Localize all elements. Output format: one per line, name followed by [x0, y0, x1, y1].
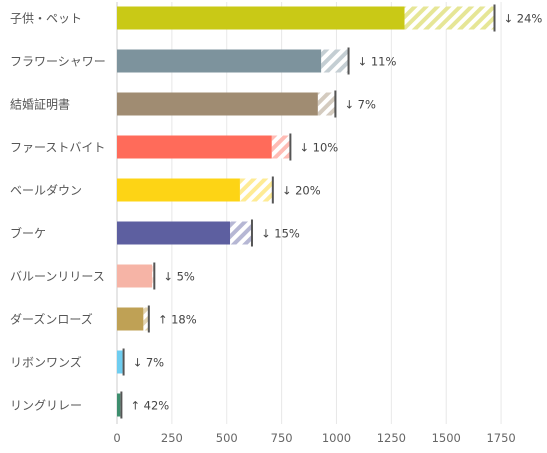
bar [117, 350, 123, 374]
x-tick-label: 1250 [377, 431, 406, 445]
category-label: 結婚証明書 [10, 98, 70, 112]
previous-value-bar [143, 307, 149, 331]
previous-value-bar [152, 264, 155, 288]
change-label: ↓ 10% [299, 141, 338, 155]
bar [117, 135, 272, 159]
category-label: リボンワンズ [10, 355, 82, 370]
change-label: ↑ 18% [158, 313, 197, 327]
category-label: 子供・ペット [10, 12, 82, 26]
previous-value-bar [230, 221, 252, 245]
x-tick-label: 0 [113, 431, 120, 445]
change-label: ↓ 7% [133, 356, 165, 370]
x-tick-label: 750 [271, 431, 293, 445]
change-label: ↓ 11% [358, 55, 397, 69]
bar [117, 264, 153, 288]
category-label: フラワーシャワー [10, 55, 106, 69]
change-label: ↑ 42% [130, 399, 169, 413]
previous-value-bar [317, 92, 336, 116]
x-tick-label: 250 [161, 431, 183, 445]
category-label: リングリレー [10, 399, 82, 413]
previous-value-bar [321, 49, 349, 73]
x-tick-label: 1500 [432, 431, 461, 445]
category-label: ブーケ [10, 226, 46, 241]
bar [117, 307, 144, 331]
category-label: ダーズンローズ [10, 312, 93, 327]
change-label: ↓ 7% [344, 98, 376, 112]
bar [117, 178, 240, 202]
category-label: ベールダウン [10, 183, 82, 198]
x-tick-label: 1000 [322, 431, 351, 445]
change-label: ↓ 20% [282, 184, 321, 198]
bar [117, 393, 121, 417]
bar [117, 221, 231, 245]
previous-value-bar [404, 6, 495, 30]
previous-value-bar [271, 135, 291, 159]
x-tick-label: 500 [216, 431, 238, 445]
change-label: ↓ 24% [503, 12, 542, 26]
bar [117, 49, 322, 73]
previous-value-bar [239, 178, 273, 202]
bar [117, 92, 318, 116]
x-tick-label: 1750 [486, 431, 515, 445]
category-label: バルーンリリース [10, 270, 105, 284]
category-label: ファーストバイト [10, 141, 105, 155]
change-label: ↓ 5% [163, 270, 195, 284]
change-label: ↓ 15% [261, 227, 300, 241]
bar [117, 6, 405, 30]
